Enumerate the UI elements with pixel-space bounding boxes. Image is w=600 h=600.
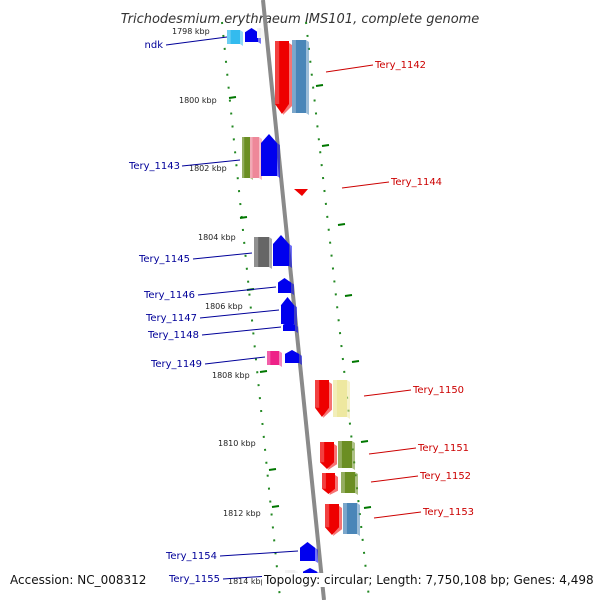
gene-label-tery-1150[interactable]: Tery_1150 bbox=[412, 385, 464, 396]
ruler-tick bbox=[351, 360, 360, 363]
gene-tery-1145-blue-arrow bbox=[273, 235, 292, 268]
gene-tery-1152-green-box bbox=[341, 472, 358, 495]
gene-tery-1150-yellow-box bbox=[333, 380, 350, 419]
ruler-label-1800-kbp: 1800 kbp bbox=[179, 96, 217, 105]
gene-label-tery-1144[interactable]: Tery_1144 bbox=[390, 177, 442, 188]
genome-backbone bbox=[261, 0, 326, 600]
leader-line-tery-1144 bbox=[341, 181, 390, 189]
ruler-tick bbox=[259, 370, 268, 373]
gene-tery-1151-red-arrow bbox=[320, 442, 337, 470]
gene-tery-1147-arrow bbox=[281, 297, 297, 326]
accession-text: Accession: NC_008312 bbox=[8, 573, 149, 587]
ruler-label-1806-kbp: 1806 kbp bbox=[205, 302, 243, 311]
leader-line-tery-1149 bbox=[204, 356, 266, 365]
forward-strand-guide bbox=[305, 21, 370, 599]
gene-tery-1142-blue-box bbox=[292, 40, 309, 115]
gene-label-tery-1146[interactable]: Tery_1146 bbox=[143, 290, 195, 301]
gene-label-tery-1151[interactable]: Tery_1151 bbox=[417, 443, 469, 454]
leader-line-tery-1153 bbox=[373, 511, 422, 519]
gene-ndk-upstream-box bbox=[227, 30, 243, 46]
leader-line-tery-1152 bbox=[370, 475, 419, 483]
ruler-tick bbox=[239, 216, 248, 219]
gene-label-tery-1153[interactable]: Tery_1153 bbox=[422, 507, 474, 518]
ruler-tick bbox=[360, 440, 369, 443]
leader-line-tery-1151 bbox=[368, 447, 417, 455]
gene-tery-1153-red-arrow bbox=[325, 504, 342, 536]
gene-labels: ndk Tery_1142 Tery_1143 Tery_1144 Tery_1145 T… bbox=[128, 36, 474, 585]
gene-label-tery-1154[interactable]: Tery_1154 bbox=[165, 551, 217, 562]
genome-summary-text: Topology: circular; Length: 7,750,108 bp… bbox=[262, 573, 596, 587]
ruler-label-1812-kbp: 1812 kbp bbox=[223, 509, 261, 518]
gene-tery-1150-red-arrow bbox=[315, 380, 332, 418]
gene-tery-1151-green-box bbox=[338, 441, 355, 470]
ruler-tick bbox=[268, 468, 277, 471]
gene-label-tery-1155[interactable]: Tery_1155 bbox=[168, 574, 220, 585]
leader-line-ndk bbox=[165, 36, 228, 46]
gene-tery-1143-pink-box bbox=[250, 137, 262, 180]
gene-label-tery-1152[interactable]: Tery_1152 bbox=[419, 471, 471, 482]
ruler-label-1804-kbp: 1804 kbp bbox=[198, 233, 236, 242]
ruler-tick bbox=[315, 84, 324, 87]
gene-tery-1153-blue-box bbox=[343, 503, 360, 536]
ruler-tick bbox=[344, 294, 353, 297]
ruler-tick bbox=[337, 223, 346, 226]
gene-label-tery-1147[interactable]: Tery_1147 bbox=[145, 313, 197, 324]
gene-tery-1145-grey-box bbox=[254, 237, 272, 269]
ruler-label-1798-kbp: 1798 kbp bbox=[172, 27, 210, 36]
ruler-tick bbox=[271, 505, 280, 508]
reverse-strand-guide bbox=[221, 21, 281, 599]
ruler-label-1814-kbp: 1814 kbp bbox=[228, 577, 266, 586]
ruler-label-1810-kbp: 1810 kbp bbox=[218, 439, 256, 448]
gene-label-tery-1149[interactable]: Tery_1149 bbox=[150, 359, 202, 370]
gene-label-tery-1143[interactable]: Tery_1143 bbox=[128, 161, 180, 172]
gene-label-tery-1148[interactable]: Tery_1148 bbox=[147, 330, 199, 341]
leader-line-tery-1143 bbox=[181, 159, 241, 167]
gene-tery-1144-arrow bbox=[294, 189, 308, 196]
gene-label-tery-1142[interactable]: Tery_1142 bbox=[374, 60, 426, 71]
gene-tery-1146-arrow bbox=[278, 278, 294, 295]
leader-line-tery-1142 bbox=[325, 64, 374, 73]
gene-tery-1142-red-arrow bbox=[275, 41, 292, 115]
ruler-label-1802-kbp: 1802 kbp bbox=[189, 164, 227, 173]
gene-label-ndk[interactable]: ndk bbox=[145, 40, 164, 51]
map-title: Trichodesmium erythraeum IMS101, complet… bbox=[121, 12, 480, 27]
ruler-tick bbox=[321, 144, 330, 147]
leader-line-tery-1146 bbox=[197, 286, 277, 296]
gene-tery-1143-blue-arrow bbox=[261, 134, 280, 178]
gene-features bbox=[227, 28, 360, 582]
ruler-tick bbox=[363, 506, 372, 509]
gene-label-tery-1145[interactable]: Tery_1145 bbox=[138, 254, 190, 265]
gene-tery-1149-pink-box bbox=[267, 351, 282, 367]
leader-line-tery-1148 bbox=[201, 326, 282, 336]
kbp-ruler: 1798 kbp 1800 kbp 1802 kbp 1804 kbp 1806 kbp… bbox=[172, 27, 372, 586]
gene-tery-1152-red-arrow bbox=[322, 473, 338, 495]
leader-line-tery-1150 bbox=[363, 389, 412, 397]
ruler-tick bbox=[228, 96, 237, 99]
gene-tery-1154-arrow bbox=[300, 542, 318, 563]
leader-line-tery-1154 bbox=[219, 550, 299, 557]
gene-small-pale-box bbox=[257, 28, 264, 40]
ruler-label-1808-kbp: 1808 kbp bbox=[212, 371, 250, 380]
gene-tery-1149-blue-arrow bbox=[285, 350, 302, 365]
leader-line-tery-1147 bbox=[199, 309, 280, 319]
gene-tery-1148-arrow bbox=[283, 322, 298, 333]
leader-line-tery-1145 bbox=[192, 252, 253, 260]
